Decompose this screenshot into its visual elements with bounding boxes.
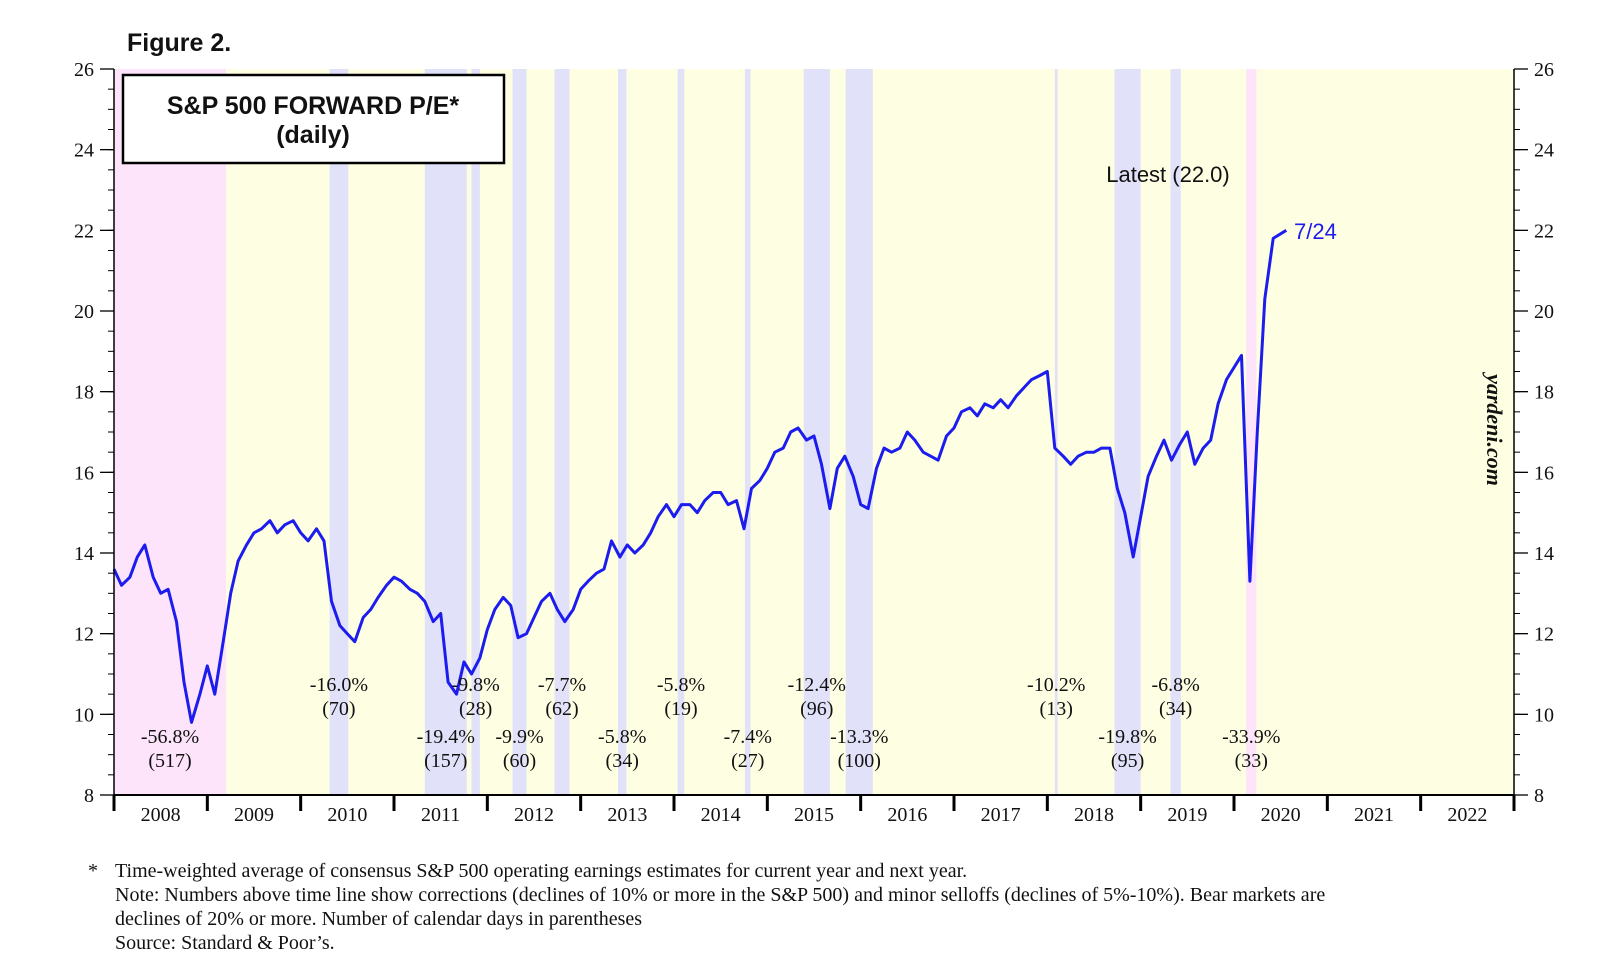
period-band [1170, 69, 1181, 795]
period-band [1114, 69, 1141, 795]
period-days: (27) [731, 750, 764, 772]
period-label: -19.4% [417, 726, 475, 748]
x-tick-label: 2016 [887, 804, 927, 826]
period-band [471, 69, 480, 795]
period-label: -13.3% [830, 726, 888, 748]
y-tick-label: 14 [74, 543, 94, 565]
y-tick-label: 12 [74, 624, 94, 646]
period-band [803, 69, 830, 795]
period-days: (157) [424, 750, 467, 772]
x-tick-label: 2017 [981, 804, 1021, 826]
footnote: declines of 20% or more. Number of calen… [115, 908, 642, 930]
x-tick-label: 2014 [701, 804, 741, 826]
y-tick-label: 24 [74, 140, 94, 162]
y-tick-label: 22 [74, 220, 94, 242]
period-band [744, 69, 751, 795]
y2-tick-label: 24 [1534, 140, 1554, 162]
x-tick-label: 2009 [234, 804, 274, 826]
period-band [1054, 69, 1058, 795]
period-days: (70) [322, 698, 355, 720]
y2-tick-label: 8 [1534, 785, 1544, 807]
title-box [121, 73, 506, 165]
period-band [1246, 69, 1257, 795]
x-tick-label: 2013 [607, 804, 647, 826]
y2-tick-label: 20 [1534, 301, 1554, 323]
figure-label: Figure 2. [127, 29, 231, 57]
period-label: -7.4% [724, 726, 772, 748]
footnote: Time-weighted average of consensus S&P 5… [115, 860, 967, 882]
period-label: -16.0% [310, 674, 368, 696]
y2-tick-label: 12 [1534, 624, 1554, 646]
period-band [512, 69, 527, 795]
y-tick-label: 16 [74, 462, 94, 484]
period-band [677, 69, 685, 795]
period-label: -56.8% [141, 726, 199, 748]
latest-label: Latest (22.0) [1106, 162, 1230, 187]
x-tick-label: 2012 [514, 804, 554, 826]
x-tick-label: 2018 [1074, 804, 1114, 826]
period-label: -33.9% [1222, 726, 1280, 748]
footnote-marker: * [88, 860, 98, 882]
footnote: Note: Numbers above time line show corre… [115, 884, 1325, 906]
x-tick-label: 2011 [421, 804, 460, 826]
x-tick-label: 2010 [327, 804, 367, 826]
period-label: -5.8% [598, 726, 646, 748]
period-label: -7.7% [538, 674, 586, 696]
period-days: (13) [1040, 698, 1073, 720]
period-days: (96) [800, 698, 833, 720]
x-tick-label: 2022 [1447, 804, 1487, 826]
period-band [845, 69, 873, 795]
period-days: (100) [838, 750, 881, 772]
x-tick-label: 2015 [794, 804, 834, 826]
period-days: (34) [606, 750, 639, 772]
period-label: -6.8% [1152, 674, 1200, 696]
x-tick-label: 2019 [1167, 804, 1207, 826]
period-days: (62) [545, 698, 578, 720]
y2-tick-label: 18 [1534, 382, 1554, 404]
y-tick-label: 10 [74, 704, 94, 726]
period-label: -10.2% [1027, 674, 1085, 696]
watermark: yardeni.com [1482, 371, 1507, 486]
period-label: -5.8% [657, 674, 705, 696]
x-tick-label: 2021 [1354, 804, 1394, 826]
period-label: -9.9% [495, 726, 543, 748]
period-days: (517) [148, 750, 191, 772]
y2-tick-label: 26 [1534, 59, 1554, 81]
period-days: (34) [1159, 698, 1192, 720]
y2-tick-label: 22 [1534, 220, 1554, 242]
y-tick-label: 8 [84, 785, 94, 807]
x-tick-label: 2020 [1261, 804, 1301, 826]
period-label: -12.4% [788, 674, 846, 696]
x-tick-label: 2008 [141, 804, 181, 826]
y2-tick-label: 16 [1534, 462, 1554, 484]
period-band [618, 69, 627, 795]
period-days: (33) [1235, 750, 1268, 772]
period-days: (19) [664, 698, 697, 720]
period-days: (28) [459, 698, 492, 720]
chart-title: S&P 500 FORWARD P/E* [167, 92, 459, 120]
period-band [114, 69, 226, 795]
date-label: 7/24 [1294, 219, 1337, 244]
y-tick-label: 26 [74, 59, 94, 81]
y-tick-label: 20 [74, 301, 94, 323]
period-days: (60) [503, 750, 536, 772]
period-label: -19.8% [1098, 726, 1156, 748]
y2-tick-label: 10 [1534, 704, 1554, 726]
chart-subtitle: (daily) [276, 121, 350, 149]
y-tick-label: 18 [74, 382, 94, 404]
pe-line [112, 229, 1288, 724]
period-label: -9.8% [452, 674, 500, 696]
period-days: (95) [1111, 750, 1144, 772]
y2-tick-label: 14 [1534, 543, 1554, 565]
footnote: Source: Standard & Poor’s. [115, 932, 335, 954]
